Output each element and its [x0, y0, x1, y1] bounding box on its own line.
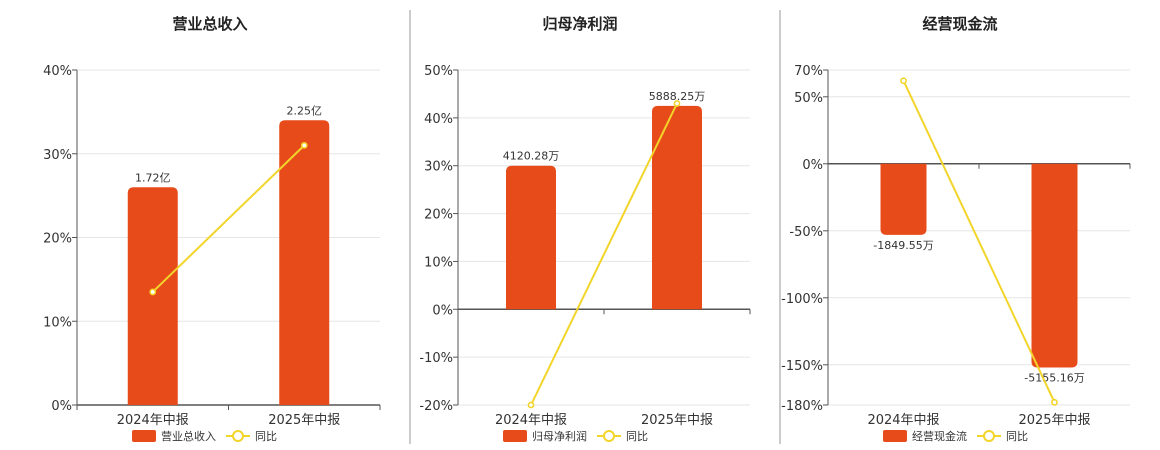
chart-1-ytick-label: 0% — [51, 399, 72, 414]
chart-1-bar-label: 1.72亿 — [135, 171, 171, 184]
chart-3-legend-line-marker — [983, 430, 995, 442]
chart-2-bar — [652, 105, 702, 310]
chart-2-title: 归母净利润 — [542, 15, 617, 33]
chart-2-ytick-label: 0% — [432, 303, 453, 318]
chart-3-ytick-label: 50% — [794, 91, 823, 106]
chart-1-line — [152, 144, 305, 293]
chart-1-ytick-label: 10% — [43, 315, 72, 330]
chart-1-title: 营业总收入 — [172, 15, 247, 33]
chart-1-line-point — [300, 141, 308, 149]
chart-3-ytick-label: -150% — [781, 359, 823, 374]
chart-2-bar-label: 4120.28万 — [503, 150, 560, 163]
chart-2-category-label: 2025年中报 — [641, 413, 713, 428]
chart-1-legend-line-marker — [232, 430, 244, 442]
chart-1-category-label: 2024年中报 — [117, 413, 189, 428]
chart-1-bar-label: 2.25亿 — [287, 104, 323, 117]
chart-3-legend-bar-swatch — [883, 430, 907, 442]
chart-2-bar-label: 5888.25万 — [649, 90, 706, 103]
chart-1-legend-bar-label: 营业总收入 — [161, 429, 216, 443]
chart-2-line-point — [673, 100, 681, 107]
chart-3-ytick-label: -50% — [789, 225, 823, 240]
chart-1-ytick-label: 40% — [43, 64, 72, 79]
chart-3-ytick-label: 0% — [802, 158, 823, 173]
chart-3-legend-line-label: 同比 — [1006, 430, 1028, 443]
chart-2-line — [530, 103, 678, 406]
chart-3-line — [902, 80, 1056, 403]
chart-2-ytick-label: 50% — [424, 64, 453, 79]
chart-3-bar — [1031, 163, 1078, 368]
chart-2-category-label: 2024年中报 — [495, 413, 567, 428]
chart-3-line-point — [900, 77, 907, 85]
chart-2-ytick-label: 30% — [424, 160, 453, 175]
chart-3-bar-label: -1849.55万 — [873, 239, 933, 252]
chart-3-ytick-label: 70% — [794, 64, 823, 79]
chart-2-ytick-label: -20% — [419, 399, 453, 414]
chart-1-ytick-label: 30% — [43, 148, 72, 163]
chart-3-legend-bar-label: 经营现金流 — [912, 429, 967, 443]
chart-1-line-point — [149, 288, 157, 296]
chart-2-ytick-label: 20% — [424, 208, 453, 223]
chart-3-category-label: 2025年中报 — [1018, 413, 1090, 428]
chart-3-bar — [880, 163, 927, 235]
chart-2-ytick-label: 10% — [424, 255, 453, 270]
chart-3-title: 经营现金流 — [922, 15, 997, 33]
chart-2-ytick-label: 40% — [424, 112, 453, 127]
chart-1-bar — [279, 120, 330, 405]
chart-1-ytick-label: 20% — [43, 232, 72, 247]
chart-1-category-label: 2025年中报 — [268, 413, 340, 428]
chart-3-line-point — [1051, 398, 1058, 406]
chart-3-category-label: 2024年中报 — [867, 413, 939, 428]
chart-3-ytick-label: -100% — [781, 292, 823, 307]
chart-1-bar — [127, 187, 178, 405]
chart-2-bar — [506, 165, 556, 310]
chart-2-line-point — [527, 401, 535, 409]
chart-3-bar-label: -5155.16万 — [1024, 371, 1084, 384]
chart-1-legend-bar-swatch — [132, 430, 156, 442]
chart-2-legend-bar-swatch — [503, 430, 527, 442]
chart-3-ytick-label: -180% — [781, 399, 823, 414]
chart-2-legend-bar-label: 归母净利润 — [532, 429, 587, 443]
chart-2-legend-line-marker — [603, 430, 615, 442]
chart-2-ytick-label: -10% — [419, 351, 453, 366]
chart-1-legend-line-label: 同比 — [255, 430, 277, 443]
chart-2-legend-line-label: 同比 — [626, 430, 648, 443]
